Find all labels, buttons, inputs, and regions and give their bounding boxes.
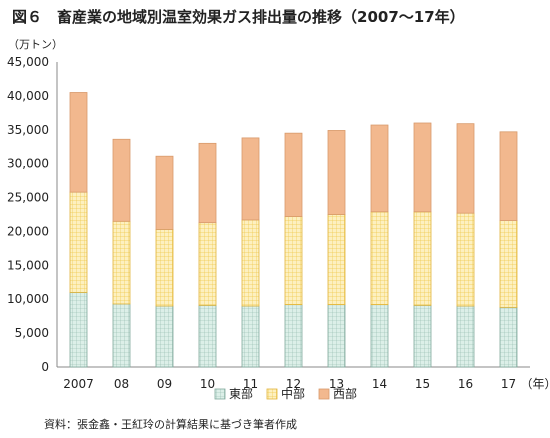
legend-swatch-西部	[318, 388, 330, 400]
y-tick-label: 15,000	[7, 258, 49, 272]
y-axis-unit-label: （万トン）	[8, 38, 63, 51]
x-tick-label: 17	[501, 377, 516, 391]
bar-segment-中部	[198, 222, 217, 306]
y-tick-label: 25,000	[7, 191, 49, 205]
bar-segment-東部	[69, 292, 88, 368]
bar-segment-中部	[112, 220, 131, 305]
bar-segment-西部	[370, 124, 389, 213]
x-axis-unit-label: （年）	[521, 377, 550, 391]
legend-label: 西部	[333, 386, 357, 401]
y-tick-label: 5,000	[15, 326, 49, 340]
bar-segment-中部	[456, 212, 475, 307]
chart-title: 図６ 畜産業の地域別温室効果ガス排出量の推移（2007～17年）	[12, 8, 465, 26]
legend-swatch-中部	[266, 388, 278, 400]
bar-segment-中部	[155, 229, 174, 307]
bar-segment-中部	[413, 211, 432, 306]
bar-segment-西部	[69, 92, 88, 193]
bar-segment-東部	[155, 305, 174, 368]
bar-segment-西部	[499, 131, 518, 221]
x-tick-label: 11	[243, 377, 258, 391]
bar-segment-中部	[370, 211, 389, 306]
bar-segment-東部	[284, 304, 303, 368]
x-tick-label: 12	[286, 377, 301, 391]
y-tick-label: 40,000	[7, 89, 49, 103]
bar-segment-西部	[198, 142, 217, 224]
bars	[69, 92, 518, 368]
bar-segment-中部	[499, 220, 518, 308]
y-tick-label: 30,000	[7, 157, 49, 171]
y-tick-label: 45,000	[7, 55, 49, 69]
bar-segment-西部	[284, 132, 303, 217]
x-tick-label: 13	[329, 377, 344, 391]
x-tick-label: 15	[415, 377, 430, 391]
y-tick-label: 20,000	[7, 224, 49, 238]
x-tick-labels: 2007 08 09 10 11 12 13 14 15 16 17 （年）	[63, 377, 550, 391]
bar-segment-西部	[155, 155, 174, 230]
bar-segment-東部	[370, 304, 389, 368]
legend-label: 中部	[281, 386, 305, 401]
bar-segment-中部	[284, 216, 303, 306]
x-tick-label: 08	[114, 377, 129, 391]
x-tick-label: 16	[458, 377, 473, 391]
bar-segment-東部	[413, 304, 432, 368]
bar-segment-西部	[456, 123, 475, 214]
bar-segment-中部	[327, 214, 346, 306]
bar-segment-中部	[241, 219, 260, 307]
bar-segment-西部	[241, 137, 260, 221]
bar-segment-東部	[241, 305, 260, 368]
legend-swatch-東部	[214, 388, 226, 400]
y-tick-labels: 0 5,000 10,000 15,000 20,000 25,000 30,000 35,0…	[7, 55, 49, 374]
bar-segment-西部	[112, 138, 131, 222]
bar-segment-東部	[499, 306, 518, 368]
bar-segment-東部	[198, 304, 217, 368]
bar-segment-西部	[413, 122, 432, 213]
bar-segment-西部	[327, 130, 346, 215]
x-tick-label: 10	[200, 377, 215, 391]
x-tick-label: 09	[157, 377, 172, 391]
bar-segment-中部	[69, 191, 88, 293]
x-tick-label: 14	[372, 377, 387, 391]
legend: 東部 中部 西部	[214, 386, 357, 401]
source-note: 資料：張金鑫・王紅玲の計算結果に基づき筆者作成	[44, 418, 297, 431]
y-tick-label: 10,000	[7, 292, 49, 306]
y-tick-label: 0	[41, 360, 49, 374]
legend-label: 東部	[229, 386, 253, 401]
bar-segment-東部	[112, 303, 131, 368]
bar-segment-東部	[327, 304, 346, 368]
bar-segment-東部	[456, 305, 475, 368]
x-tick-label: 2007	[63, 377, 94, 391]
y-tick-label: 35,000	[7, 123, 49, 137]
